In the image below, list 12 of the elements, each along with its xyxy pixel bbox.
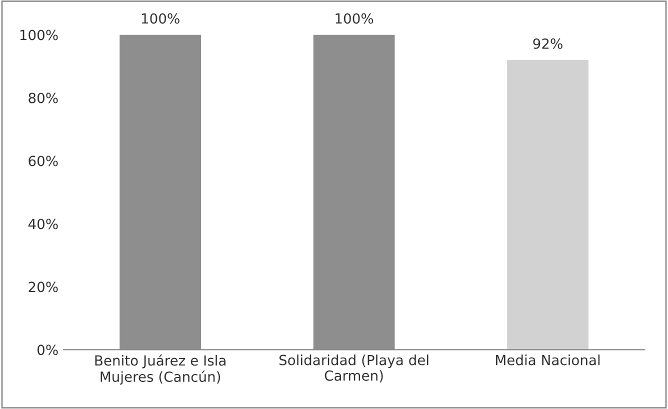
y-tick-label: 0%: [37, 344, 58, 356]
data-label: 100%: [336, 13, 374, 24]
y-tick-label: 60%: [28, 156, 58, 166]
x-tick-label: Solidaridad (Playa del Carmen): [279, 354, 428, 382]
y-tick-label: 100%: [20, 30, 58, 40]
x-tick-label: Benito Juárez e Isla Mujeres (Cancún): [95, 354, 226, 385]
y-tick-label: 40%: [28, 218, 58, 230]
data-label: 92%: [533, 38, 562, 49]
x-tick-label: Media Nacional: [496, 354, 600, 366]
y-tick-label: 80%: [28, 92, 58, 104]
data-label: 100%: [142, 13, 180, 24]
y-tick-label: 20%: [28, 282, 58, 292]
